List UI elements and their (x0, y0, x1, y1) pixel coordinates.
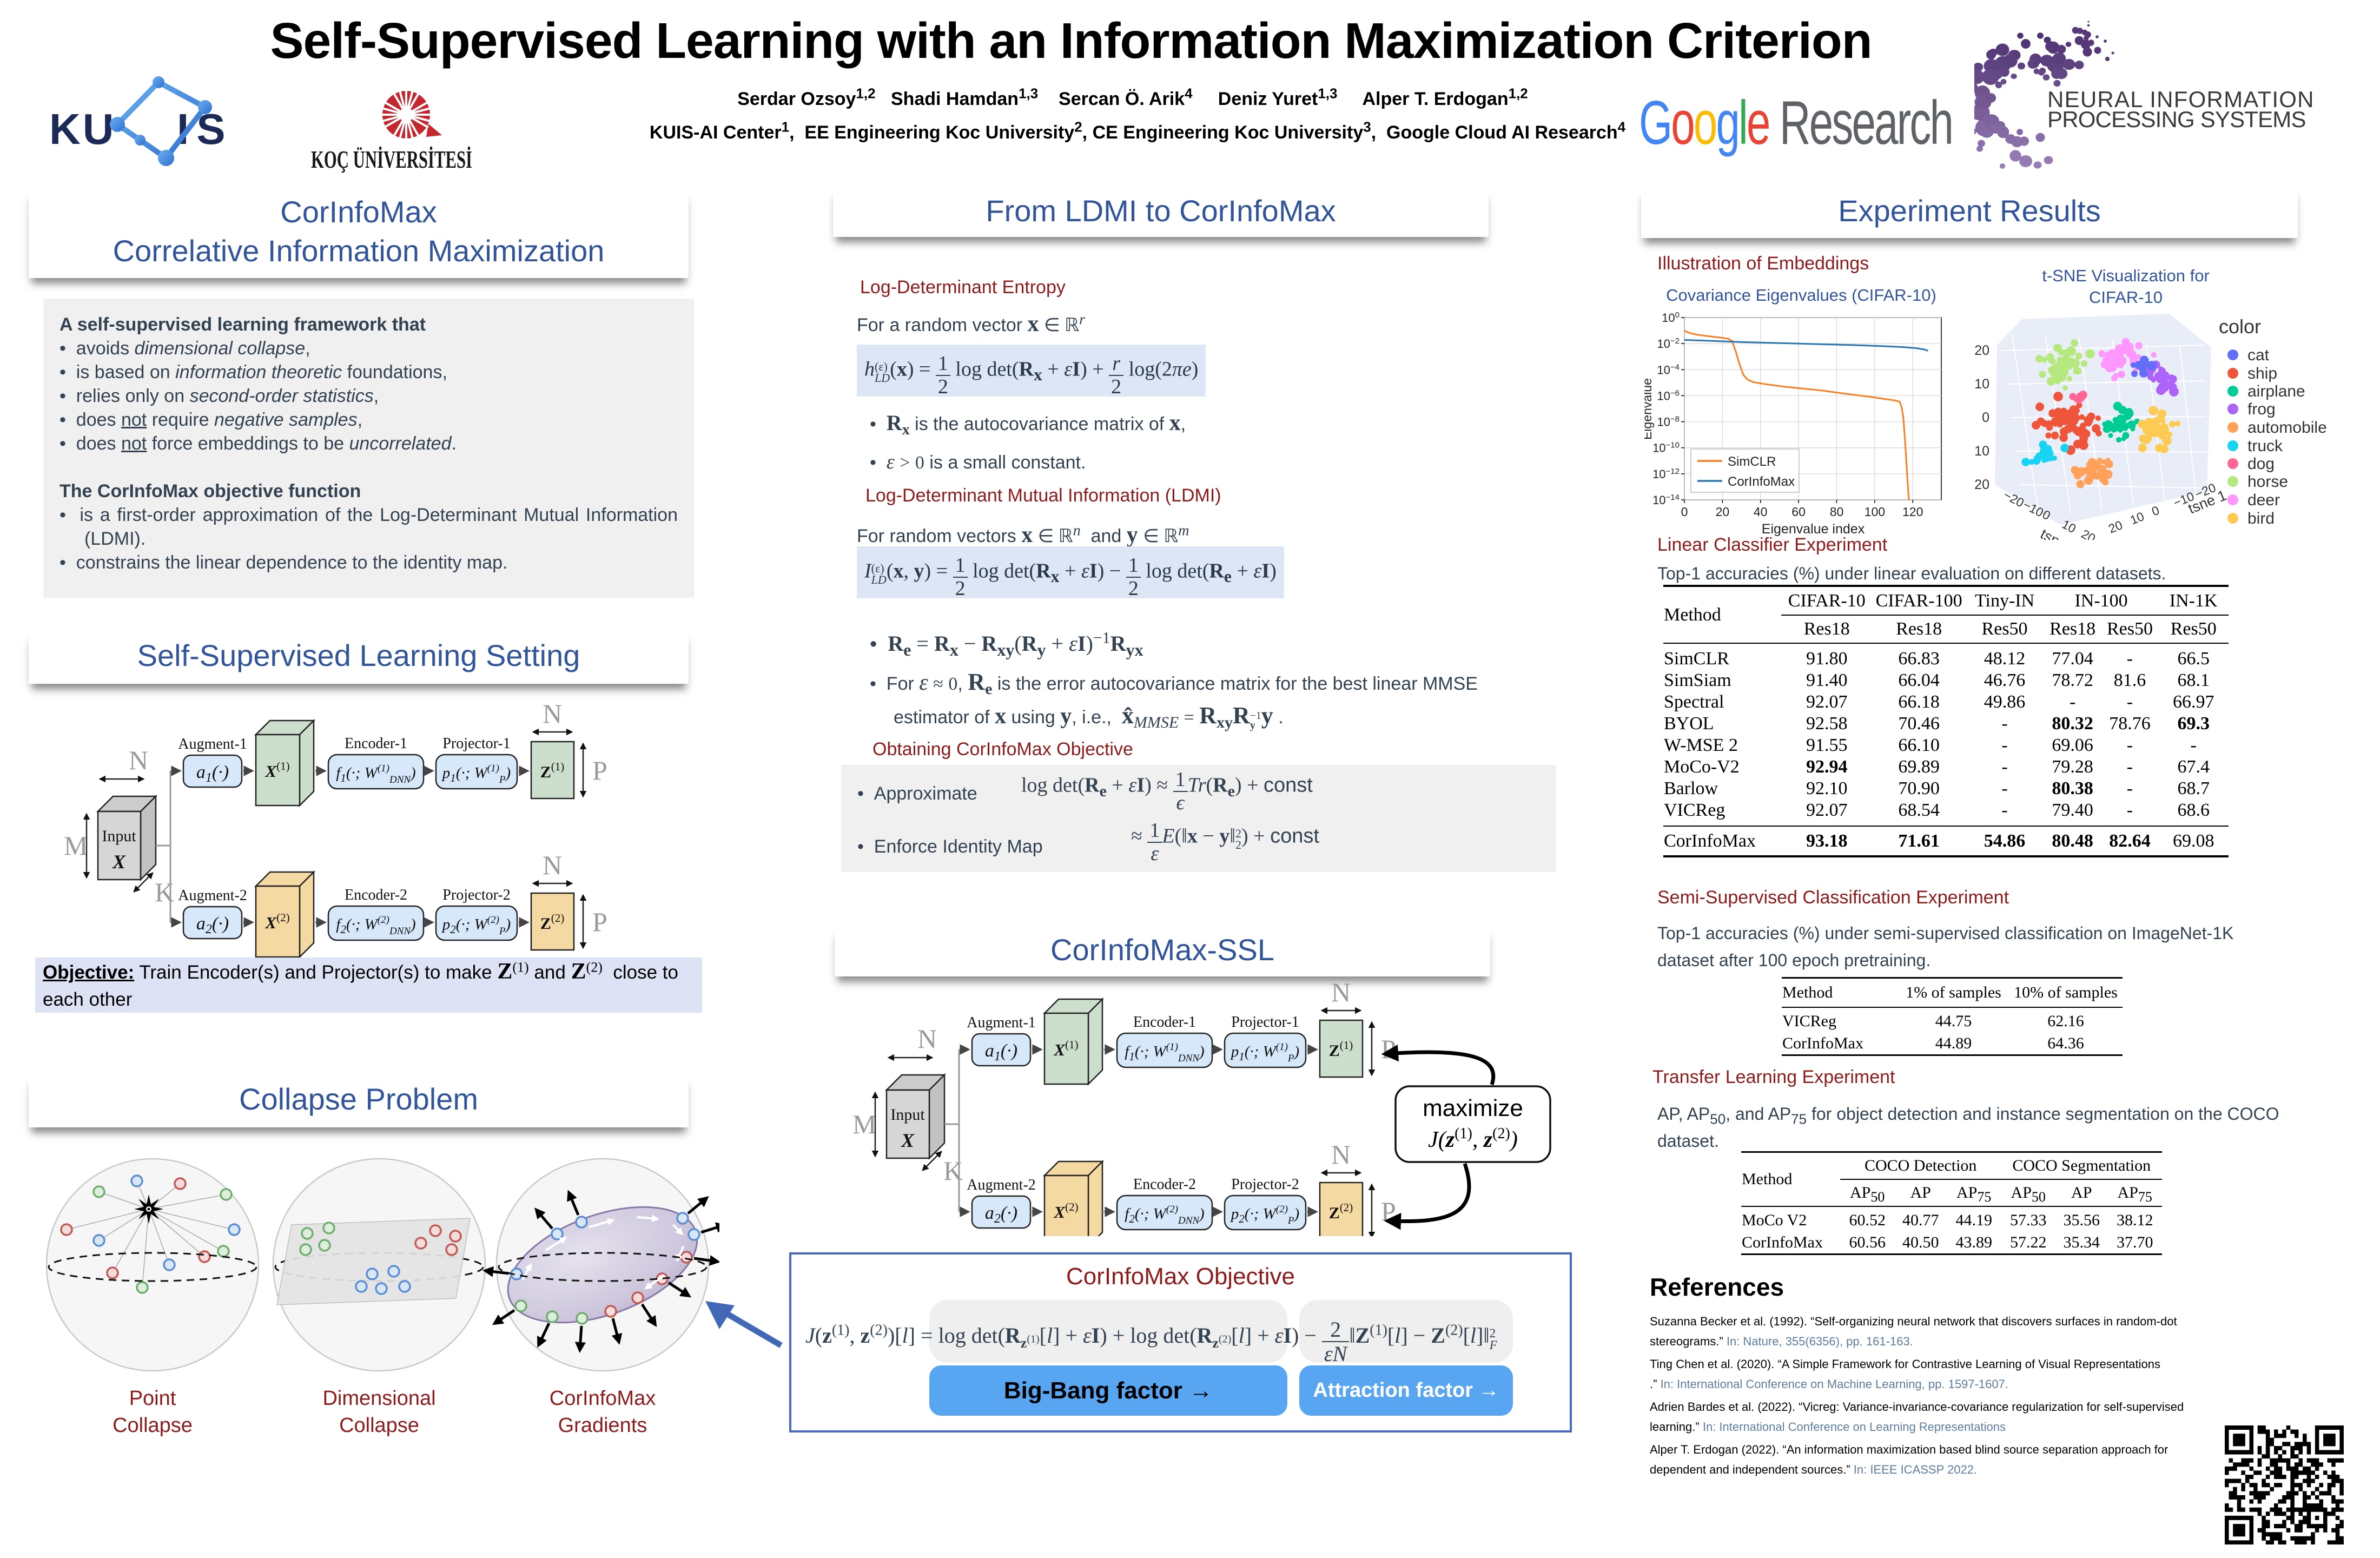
svg-text:Projector-2: Projector-2 (442, 887, 510, 903)
svg-text:0: 0 (2150, 503, 2161, 519)
svg-text:N: N (543, 698, 562, 729)
svg-text:10: 10 (1974, 377, 1989, 392)
svg-text:P: P (592, 907, 607, 937)
svg-text:Z(1): Z(1) (540, 760, 565, 781)
svg-text:horse: horse (2247, 473, 2288, 491)
svg-text:20: 20 (2106, 518, 2124, 536)
svg-text:Projector-2: Projector-2 (1231, 1176, 1299, 1193)
svg-text:Input: Input (890, 1106, 925, 1124)
svg-text:J(z(1), z(2)): J(z(1), z(2)) (1428, 1125, 1518, 1152)
svg-text:10−6: 10−6 (1657, 388, 1680, 403)
svg-text:N: N (543, 850, 562, 880)
svg-text:20: 20 (2079, 526, 2098, 540)
svg-text:10−12: 10−12 (1652, 466, 1680, 481)
svg-text:0: 0 (1681, 505, 1688, 519)
svg-text:KU: KU (49, 105, 116, 153)
svg-text:N: N (917, 1024, 937, 1054)
svg-text:Eigenvalue index: Eigenvalue index (1762, 521, 1865, 537)
svg-text:ship: ship (2247, 365, 2277, 382)
svg-text:PROCESSING SYSTEMS: PROCESSING SYSTEMS (2047, 107, 2307, 132)
svg-text:−20: −20 (1974, 477, 1989, 492)
svg-text:10−4: 10−4 (1657, 362, 1680, 377)
svg-text:10−10: 10−10 (1652, 440, 1680, 455)
svg-text:a2(·): a2(·) (196, 914, 229, 936)
svg-text:N: N (129, 745, 148, 775)
svg-text:0: 0 (1982, 410, 1989, 425)
svg-text:M: M (852, 1109, 876, 1139)
svg-text:Eigenvalue: Eigenvalue (1644, 378, 1654, 440)
svg-text:Input: Input (102, 827, 136, 845)
svg-text:P: P (592, 755, 607, 785)
svg-text:maximize: maximize (1423, 1095, 1523, 1121)
svg-text:Augment-2: Augment-2 (967, 1177, 1036, 1193)
svg-text:a1(·): a1(·) (196, 762, 229, 785)
svg-text:X: X (112, 851, 126, 873)
svg-text:20: 20 (1716, 505, 1730, 519)
svg-text:K: K (943, 1156, 963, 1186)
svg-text:NEURAL INFORMATION: NEURAL INFORMATION (2047, 87, 2315, 112)
svg-text:N: N (1331, 977, 1351, 1007)
svg-text:20: 20 (1974, 343, 1989, 358)
svg-text:X: X (901, 1130, 915, 1151)
svg-text:color: color (2219, 315, 2261, 338)
svg-text:Projector-1: Projector-1 (442, 735, 510, 752)
svg-text:K: K (155, 877, 174, 907)
svg-text:−10: −10 (1974, 444, 1989, 459)
svg-text:100: 100 (1865, 505, 1885, 519)
svg-text:Augment-1: Augment-1 (967, 1014, 1036, 1031)
svg-text:Encoder-1: Encoder-1 (345, 735, 407, 752)
svg-text:automobile: automobile (2247, 419, 2327, 437)
svg-text:a1(·): a1(·) (985, 1041, 1017, 1064)
svg-text:frog: frog (2247, 400, 2276, 418)
svg-text:100: 100 (1662, 311, 1680, 325)
svg-text:CorInfoMax: CorInfoMax (1728, 474, 1795, 489)
svg-text:Augment-2: Augment-2 (178, 887, 247, 904)
svg-text:P: P (1381, 1034, 1396, 1064)
svg-text:bird: bird (2247, 510, 2275, 527)
svg-text:SimCLR: SimCLR (1728, 454, 1776, 469)
svg-text:40: 40 (1754, 505, 1768, 519)
svg-text:10: 10 (2128, 509, 2146, 527)
svg-text:Encoder-2: Encoder-2 (1133, 1176, 1196, 1193)
svg-text:deer: deer (2247, 491, 2280, 509)
svg-text:80: 80 (1830, 505, 1844, 519)
svg-text:KOÇ ÜNİVERSİTESİ: KOÇ ÜNİVERSİTESİ (311, 146, 472, 173)
svg-text:N: N (1331, 1139, 1351, 1170)
svg-text:a2(·): a2(·) (985, 1203, 1017, 1226)
svg-text:airplane: airplane (2247, 382, 2305, 400)
svg-text:Augment-1: Augment-1 (178, 736, 247, 752)
svg-text:cat: cat (2247, 346, 2270, 364)
svg-text:120: 120 (1902, 505, 1923, 519)
svg-text:M: M (64, 830, 88, 861)
svg-text:Projector-1: Projector-1 (1231, 1014, 1299, 1031)
svg-text:Encoder-1: Encoder-1 (1133, 1014, 1196, 1031)
svg-text:10−14: 10−14 (1652, 493, 1680, 507)
svg-text:60: 60 (1791, 505, 1806, 519)
svg-text:Encoder-2: Encoder-2 (345, 887, 407, 903)
svg-text:truck: truck (2247, 437, 2283, 455)
svg-text:10−2: 10−2 (1657, 336, 1680, 351)
svg-text:dog: dog (2247, 455, 2275, 473)
svg-text:10−8: 10−8 (1657, 414, 1680, 429)
